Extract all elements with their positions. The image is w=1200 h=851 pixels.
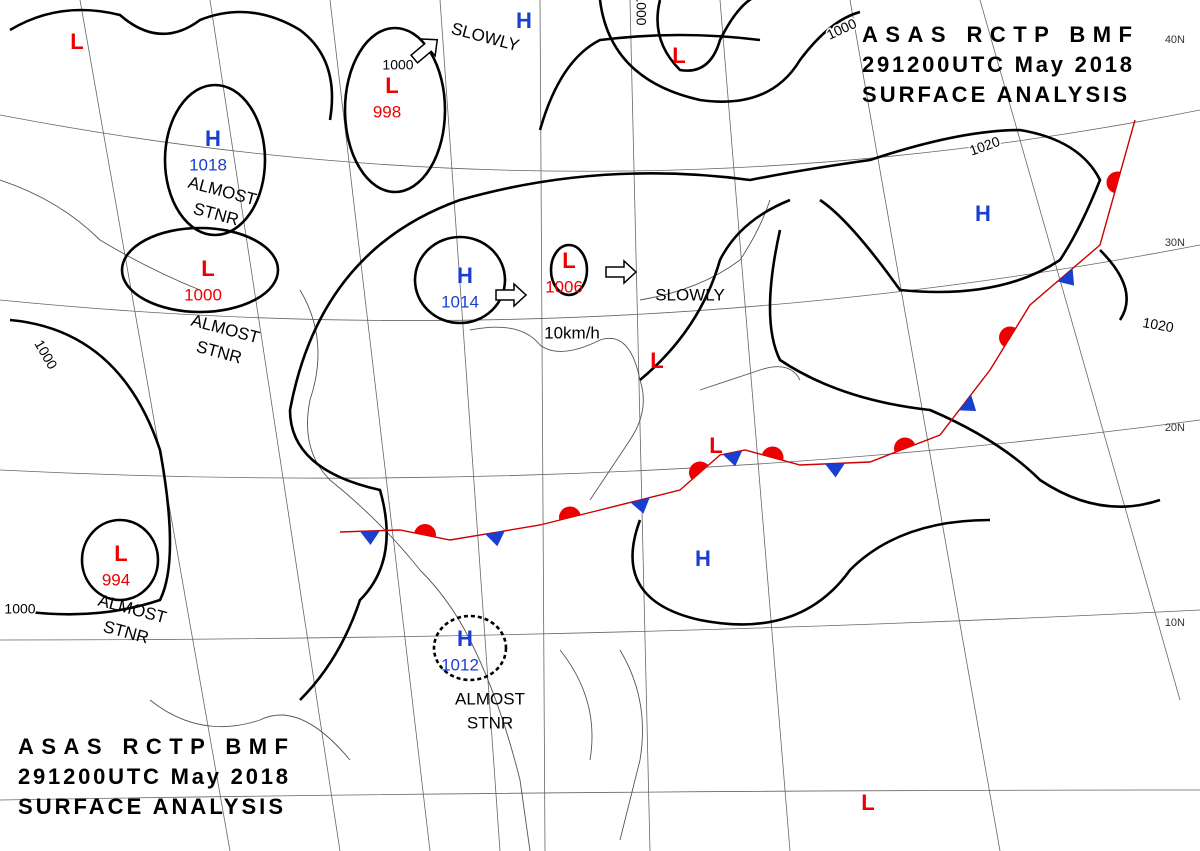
warm-front-semicircle — [999, 326, 1016, 347]
center-symbol: L — [70, 29, 83, 54]
isobar-label: 1000 — [4, 601, 35, 617]
motion-arrow — [410, 38, 439, 64]
cold-front-triangle — [360, 530, 380, 545]
motion-label: 10km/h — [544, 323, 600, 342]
warm-front-semicircle — [894, 437, 916, 453]
center-pressure: 1014 — [441, 292, 479, 311]
center-symbol: L — [672, 43, 685, 68]
center-pressure: 1000 — [184, 285, 222, 304]
cold-front-triangle — [485, 530, 505, 547]
warm-front-semicircle — [414, 524, 436, 538]
motion-arrow — [495, 282, 528, 308]
front-line — [339, 119, 1136, 541]
isobar-label: 1000 — [633, 0, 649, 26]
latitude-label: 20N — [1165, 422, 1185, 434]
center-symbol: H — [457, 626, 473, 651]
center-pressure: 994 — [102, 570, 130, 589]
cold-front-triangle — [825, 463, 845, 478]
remark: STNR — [467, 713, 513, 732]
cold-front-triangle — [958, 394, 977, 412]
center-symbol: H — [695, 546, 711, 571]
cold-front-triangle — [630, 497, 650, 514]
motion-arrow — [605, 259, 638, 285]
warm-front-semicircle — [1106, 171, 1121, 194]
center-symbol: L — [650, 348, 663, 373]
center-symbol: L — [201, 256, 214, 281]
remark: ALMOST — [455, 689, 525, 708]
center-symbol: L — [861, 790, 874, 815]
center-pressure: 1006 — [545, 277, 583, 296]
motion-label: SLOWLY — [655, 285, 725, 304]
warm-front-semicircle — [559, 506, 581, 521]
title-line: 291200UTC May 2018 — [862, 52, 1132, 77]
center-symbol: L — [709, 433, 722, 458]
center-symbol: H — [457, 263, 473, 288]
isobars — [9, 0, 1161, 701]
cold-front-triangle — [722, 450, 743, 467]
title-line: 291200UTC May 2018 — [18, 764, 288, 789]
warm-front-semicircle — [689, 461, 709, 480]
center-pressure: 998 — [373, 102, 401, 121]
latitude-label: 10N — [1165, 617, 1185, 629]
center-pressure: 1012 — [441, 655, 479, 674]
center-symbol: L — [385, 73, 398, 98]
cold-front-triangle — [1057, 268, 1075, 286]
stationary-front — [339, 119, 1136, 547]
isobar-label: 1000 — [382, 57, 413, 73]
center-symbol: H — [975, 201, 991, 226]
warm-front-semicircle — [761, 446, 784, 461]
center-symbol: H — [516, 8, 532, 33]
center-pressure: 1018 — [189, 155, 227, 174]
latitude-label: 40N — [1165, 34, 1185, 46]
center-symbol: H — [205, 126, 221, 151]
center-symbol: L — [562, 248, 575, 273]
latitude-label: 30N — [1165, 237, 1185, 249]
center-symbol: L — [114, 541, 127, 566]
